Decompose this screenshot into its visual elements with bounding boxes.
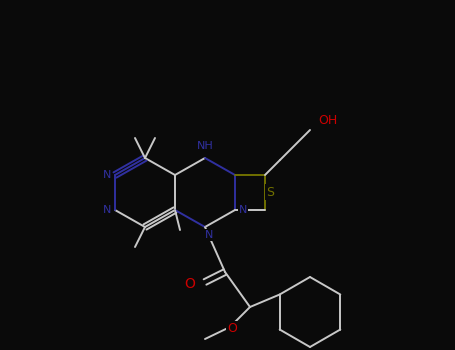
Text: N: N	[103, 205, 111, 215]
Text: S: S	[266, 186, 274, 198]
Text: O: O	[184, 277, 195, 291]
Text: N: N	[205, 230, 213, 240]
Text: NH: NH	[197, 141, 213, 151]
Text: N: N	[103, 170, 111, 180]
Text: N: N	[239, 205, 247, 215]
Text: O: O	[227, 322, 237, 336]
Text: OH: OH	[318, 113, 337, 126]
